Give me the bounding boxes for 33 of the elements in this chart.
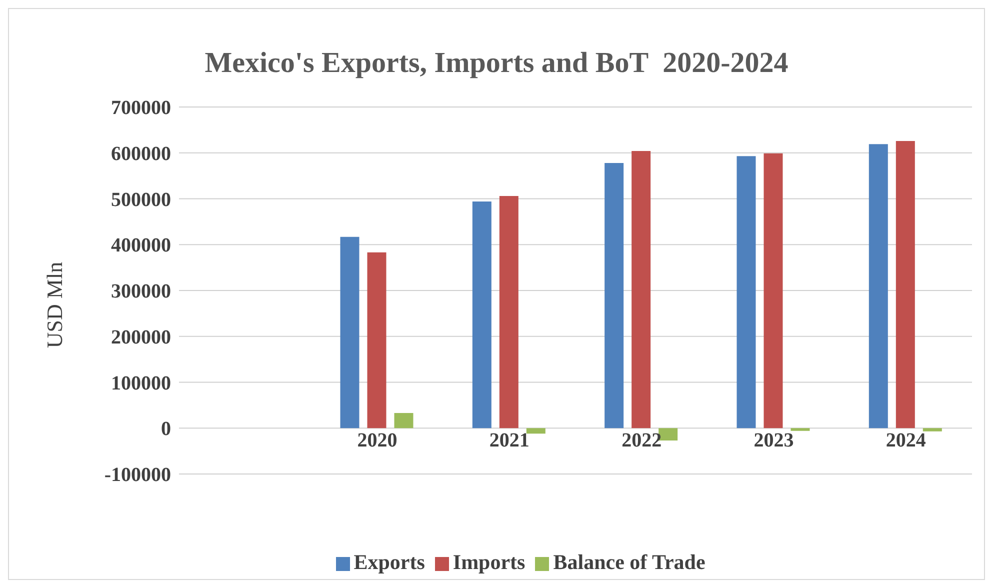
y-tick-label: 300000	[111, 280, 171, 303]
x-tick-label: 2023	[754, 430, 794, 452]
bar	[896, 140, 915, 428]
bar	[472, 202, 492, 428]
x-tick-label: 2021	[489, 430, 530, 452]
legend-label: Imports	[452, 550, 526, 574]
y-tick-label: 400000	[111, 234, 171, 257]
y-tick-label: 0	[161, 418, 171, 440]
bar	[499, 196, 518, 428]
bar	[736, 156, 756, 428]
x-tick-label: 2024	[886, 430, 926, 452]
y-tick-label: -100000	[104, 464, 171, 486]
legend-label: Balance of Trade	[553, 550, 706, 574]
bar	[868, 144, 888, 428]
bar	[340, 236, 360, 428]
y-tick-label: 600000	[111, 142, 171, 165]
bar	[790, 428, 810, 431]
bar	[632, 151, 651, 428]
chart-title: Mexico's Exports, Imports and BoT 2020-2024	[204, 47, 790, 80]
x-tick-label: 2022	[622, 430, 662, 452]
y-tick-label: 700000	[111, 97, 171, 120]
y-tick-label: 200000	[111, 326, 171, 348]
bar	[394, 412, 414, 428]
bar	[604, 162, 624, 428]
bar	[764, 153, 783, 428]
bar	[526, 428, 546, 434]
y-tick-label: 500000	[111, 188, 171, 211]
bar	[922, 428, 942, 432]
legend-label: Exports	[354, 550, 425, 574]
y-tick-label: 100000	[111, 372, 171, 394]
y-axis-title: USD Mln	[42, 262, 68, 348]
x-tick-label: 2020	[357, 430, 398, 452]
bar	[367, 252, 386, 428]
